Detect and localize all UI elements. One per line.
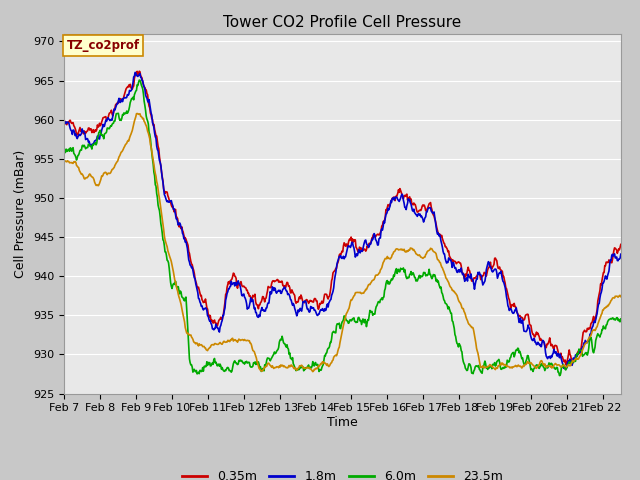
X-axis label: Time: Time: [327, 416, 358, 429]
Title: Tower CO2 Profile Cell Pressure: Tower CO2 Profile Cell Pressure: [223, 15, 461, 30]
Legend: 0.35m, 1.8m, 6.0m, 23.5m: 0.35m, 1.8m, 6.0m, 23.5m: [177, 465, 508, 480]
Text: TZ_co2prof: TZ_co2prof: [67, 39, 140, 52]
Y-axis label: Cell Pressure (mBar): Cell Pressure (mBar): [15, 149, 28, 278]
